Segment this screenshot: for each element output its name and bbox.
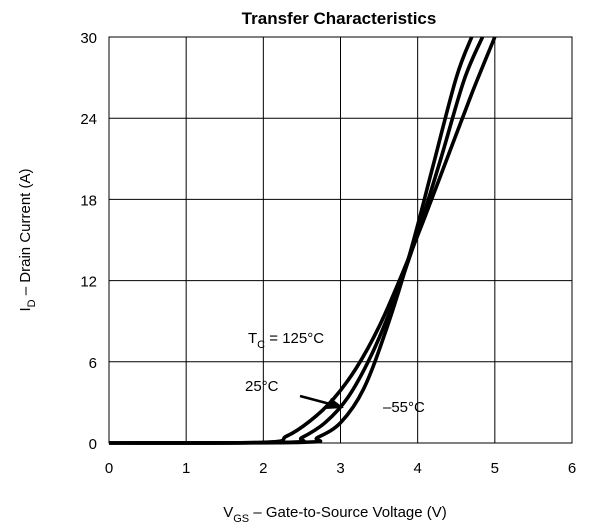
x-tick-label-3: 3 [336,460,344,477]
y-tick-label-18: 18 [80,192,97,209]
x-tick-label-5: 5 [491,460,499,477]
x-tick-label-2: 2 [259,460,267,477]
annotation-minus-55c: –55°C [383,399,425,416]
series-line-tc-125c [108,36,497,445]
y-axis-label-sub: D [26,299,38,307]
plot-curves [108,36,497,445]
series-line-tc-25c [108,36,485,445]
chart-title: Transfer Characteristics [242,9,437,28]
y-tick-label-24: 24 [80,111,97,128]
annotation-tc-main: T [248,330,257,347]
x-axis-label: VGS – Gate-to-Source Voltage (V) [223,504,447,525]
y-tick-label-0: 0 [89,436,97,453]
annotation-tc-sub: C [257,339,265,351]
x-axis-label-main: V [223,504,233,521]
x-tick-label-6: 6 [568,460,576,477]
x-tick-label-0: 0 [105,460,113,477]
y-tick-label-12: 12 [80,274,97,291]
plot-grid [108,36,573,444]
annotation-tc-rest: = 125°C [265,330,324,347]
x-axis-label-sub: GS [233,513,249,525]
x-tick-label-1: 1 [182,460,190,477]
annotation-25c-arrow-line [299,394,331,406]
y-tick-label-30: 30 [80,30,97,47]
annotation-25c-arrowhead [326,398,344,409]
x-axis-label-rest: – Gate-to-Source Voltage (V) [249,504,447,521]
y-axis-label-rest: – Drain Current (A) [17,169,34,300]
y-tick-label-6: 6 [89,355,97,372]
x-tick-label-4: 4 [413,460,421,477]
annotation-tc-125: TC = 125°C [248,330,324,351]
y-axis-label-main: I [17,307,34,311]
series-line-tc-minus-55c [108,36,474,445]
y-axis-label: ID – Drain Current (A) [17,169,38,312]
annotation-25c: 25°C [245,378,279,395]
